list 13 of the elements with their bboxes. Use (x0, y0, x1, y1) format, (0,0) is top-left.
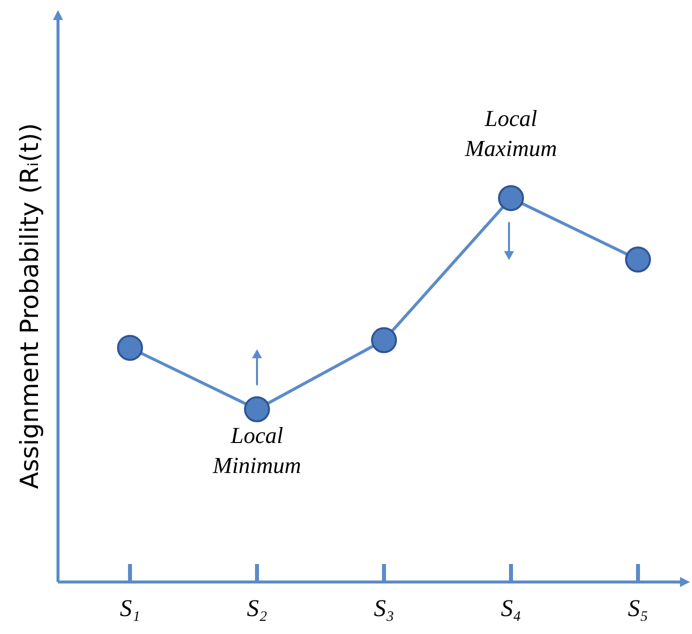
point (371, 327, 397, 354)
point (498, 185, 524, 212)
x-tick-label: S₃ (374, 596, 394, 622)
point (117, 334, 143, 361)
x-tick-label: S₄ (500, 596, 522, 622)
x-tick-label: S₂ (246, 596, 268, 622)
point (625, 246, 651, 273)
y-axis-title: Assignment Probability (Rᵢ(t)) (15, 123, 44, 489)
x-tick-label: S₁ (120, 596, 140, 622)
point (244, 396, 270, 422)
annotation: Local Minimum (212, 423, 302, 478)
annotation: Local Maximum (464, 106, 557, 162)
x-tick-label: S₅ (628, 596, 648, 622)
